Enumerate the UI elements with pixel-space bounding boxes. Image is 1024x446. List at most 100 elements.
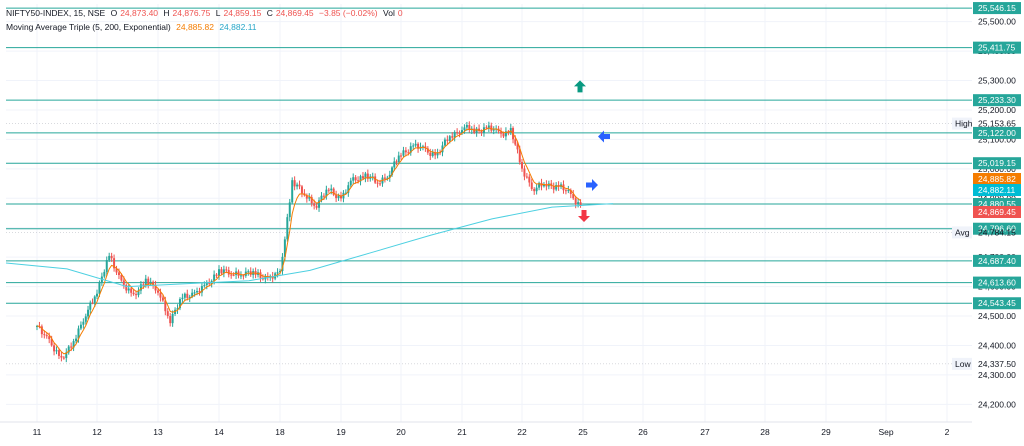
time-axis[interactable]: 11 12 13 14 18 19 20 21 22 25 26 27 28 29 Sep 2 bbox=[0, 421, 972, 437]
price-tick-label: 24,300.00 bbox=[978, 370, 1016, 380]
candle-body bbox=[142, 284, 145, 286]
ohlc-legend-row: NIFTY50-INDEX, 15, NSE O 24,873.40 H 24,87… bbox=[6, 6, 406, 20]
ref-tag-bg bbox=[952, 226, 972, 239]
symbol-label[interactable]: NIFTY50-INDEX, 15, NSE bbox=[6, 8, 106, 18]
candle-body bbox=[414, 143, 417, 146]
time-tick-label: 13 bbox=[153, 427, 163, 437]
chart-legend: NIFTY50-INDEX, 15, NSE O 24,873.40 H 24,87… bbox=[6, 6, 406, 34]
candle-body bbox=[191, 292, 194, 297]
ma-indicator-name[interactable]: Moving Average Triple (5, 200, Exponenti… bbox=[6, 22, 171, 32]
moving-averages bbox=[5, 127, 614, 355]
ma-slow-price-tag-label: 24,882.11 bbox=[978, 185, 1015, 195]
candle-body bbox=[183, 293, 186, 298]
last-price-tag-label: 24,869.45 bbox=[978, 207, 1016, 217]
candle-body bbox=[397, 155, 400, 162]
candle-body bbox=[139, 284, 142, 291]
candle-body bbox=[91, 302, 94, 304]
candle-body bbox=[480, 130, 483, 133]
candle-body bbox=[516, 144, 519, 150]
candle-body bbox=[436, 152, 439, 156]
level-price-tag bbox=[973, 276, 1021, 289]
price-tick-label: 25,500.00 bbox=[978, 17, 1016, 27]
candle-body bbox=[500, 131, 503, 134]
candle-body bbox=[286, 217, 289, 240]
candle-body bbox=[318, 200, 321, 208]
high-label: H bbox=[163, 8, 170, 18]
time-tick-label: 21 bbox=[457, 427, 467, 437]
candle-body bbox=[137, 290, 140, 296]
candle-body bbox=[337, 195, 340, 199]
candle-body bbox=[218, 269, 220, 276]
ma-legend-row: Moving Average Triple (5, 200, Exponenti… bbox=[6, 20, 406, 34]
candle-body bbox=[320, 195, 323, 201]
candle-body bbox=[577, 202, 580, 205]
candle-body bbox=[117, 272, 120, 276]
price-tick-label: 24,400.00 bbox=[978, 340, 1016, 350]
candle-body bbox=[203, 285, 206, 287]
candle-body bbox=[359, 176, 362, 182]
left-arrow-icon bbox=[598, 130, 610, 143]
candle-body bbox=[193, 292, 196, 294]
candle-body bbox=[283, 239, 286, 257]
candle-body bbox=[409, 146, 412, 153]
candle-body bbox=[391, 167, 394, 175]
time-tick-label: 25 bbox=[578, 427, 588, 437]
time-tick-label: 14 bbox=[214, 427, 224, 437]
ma-slow-price-tag bbox=[973, 184, 1021, 196]
level-price-tag bbox=[973, 157, 1021, 170]
time-tick-label: Sep bbox=[878, 427, 893, 437]
candle-body bbox=[533, 188, 536, 192]
candle-body bbox=[132, 292, 135, 295]
candle-body bbox=[125, 284, 128, 291]
time-tick-label: 2 bbox=[945, 427, 950, 437]
candle-body bbox=[113, 258, 116, 269]
candle-body bbox=[205, 282, 208, 286]
candle-body bbox=[364, 173, 367, 179]
candle-body bbox=[352, 177, 355, 181]
candle-body bbox=[315, 205, 318, 208]
level-price-label: 24,880.55 bbox=[978, 199, 1016, 209]
candle-body bbox=[431, 152, 434, 156]
candle-body bbox=[395, 161, 398, 163]
candle-body bbox=[327, 189, 330, 191]
candle-body bbox=[164, 300, 167, 312]
candle-body bbox=[77, 328, 80, 339]
candle-body bbox=[453, 132, 456, 138]
close-label: C bbox=[266, 8, 273, 18]
candle-body bbox=[166, 311, 169, 317]
candle-body bbox=[347, 185, 350, 193]
candle-body bbox=[60, 355, 63, 358]
grid-lines bbox=[6, 4, 972, 422]
candle-body bbox=[456, 132, 459, 134]
time-tick-label: 19 bbox=[336, 427, 346, 437]
candle-body bbox=[490, 125, 493, 131]
candle-body bbox=[84, 316, 87, 322]
price-axis[interactable]: 24,200.00 24,300.00 24,400.00 24,500.00 24,6… bbox=[952, 0, 1024, 446]
candle-body bbox=[159, 292, 162, 298]
time-tick-label: 28 bbox=[760, 427, 770, 437]
ma-fast-value: 24,885.82 bbox=[176, 22, 214, 32]
candle-body bbox=[127, 288, 130, 291]
time-tick-label: 27 bbox=[700, 427, 710, 437]
level-price-label: 24,613.60 bbox=[978, 278, 1016, 288]
candle-body bbox=[569, 190, 572, 194]
candle-body bbox=[130, 288, 133, 293]
candle-body bbox=[186, 293, 189, 298]
open-value: 24,873.40 bbox=[120, 8, 159, 18]
candle-body bbox=[564, 190, 567, 192]
candle-body bbox=[157, 290, 159, 293]
price-tick-label: 24,500.00 bbox=[978, 311, 1016, 321]
candle-body bbox=[108, 255, 111, 261]
candle-body bbox=[93, 296, 96, 303]
up-arrow-icon bbox=[574, 80, 586, 93]
candle-body bbox=[296, 184, 299, 187]
candle-body bbox=[535, 187, 538, 192]
candle-body bbox=[171, 313, 174, 324]
candle-body bbox=[354, 177, 357, 181]
candle-body bbox=[448, 136, 451, 141]
volume-label: Vol bbox=[383, 8, 395, 18]
candle-body bbox=[96, 293, 98, 297]
candle-body bbox=[276, 272, 279, 274]
candle-body bbox=[400, 155, 402, 157]
